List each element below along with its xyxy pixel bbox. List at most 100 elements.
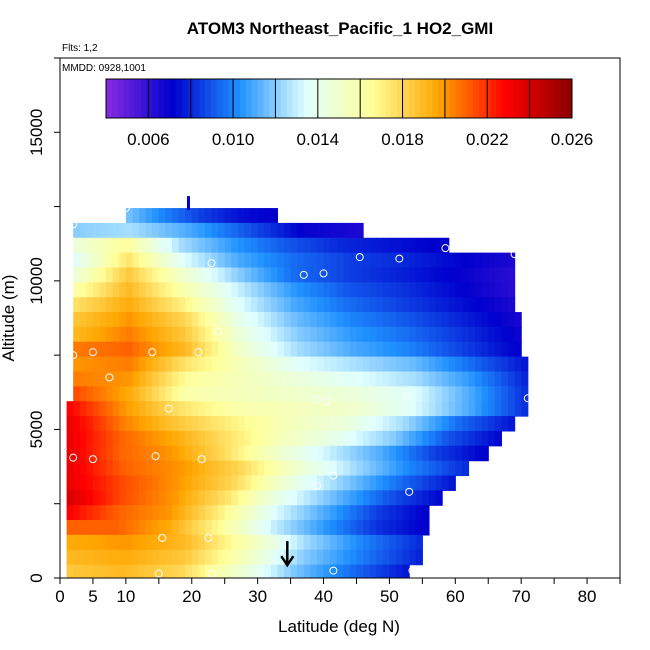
- heatmap-cell: [481, 401, 489, 417]
- observation-point: [299, 270, 308, 279]
- heatmap-cell: [119, 237, 127, 254]
- heatmap-cell: [494, 252, 503, 269]
- heatmap-cell: [145, 386, 153, 402]
- heatmap-cell: [343, 416, 351, 432]
- heatmap-cell: [132, 222, 140, 239]
- heatmap-cell: [303, 371, 311, 387]
- heatmap-cell: [343, 549, 351, 566]
- heatmap-cell: [218, 505, 226, 521]
- heatmap-cell: [422, 237, 430, 254]
- heatmap-cell: [79, 430, 87, 447]
- heatmap-cell: [284, 505, 292, 521]
- heatmap-cell: [349, 549, 358, 566]
- heatmap-cell: [251, 356, 259, 373]
- heatmap-cell: [310, 371, 318, 387]
- heatmap-cell: [316, 460, 325, 477]
- heatmap-cell: [218, 430, 226, 447]
- heatmap-cell: [191, 282, 199, 298]
- heatmap-cell: [237, 297, 246, 313]
- heatmap-cell: [428, 326, 437, 343]
- heatmap-cell: [316, 312, 325, 328]
- heatmap-cell: [363, 237, 371, 254]
- heatmap-cell: [257, 416, 265, 432]
- heatmap-cell: [112, 341, 120, 358]
- heatmap-cell: [79, 282, 87, 298]
- heatmap-cell: [119, 267, 127, 283]
- heatmap-cell: [92, 356, 101, 373]
- heatmap-cell: [73, 549, 81, 566]
- heatmap-cell: [152, 475, 160, 491]
- heatmap-cell: [145, 475, 153, 491]
- heatmap-cell: [448, 252, 456, 269]
- heatmap-cell: [172, 534, 180, 551]
- heatmap-cell: [139, 341, 147, 358]
- heatmap-cell: [251, 534, 259, 551]
- heatmap-cell: [112, 222, 120, 239]
- heatmap-cell: [369, 282, 377, 298]
- heatmap-cell: [119, 282, 127, 298]
- colorbar-swatch: [309, 79, 317, 118]
- heatmap-cell: [270, 208, 279, 224]
- heatmap-cell: [237, 534, 246, 551]
- heatmap-cell: [422, 371, 430, 387]
- heatmap-cell: [396, 341, 404, 358]
- heatmap-cell: [119, 460, 127, 477]
- heatmap-cell: [297, 401, 305, 417]
- heatmap-cell: [514, 326, 522, 343]
- heatmap-cell: [152, 445, 160, 462]
- heatmap-cell: [86, 267, 94, 283]
- heatmap-cell: [132, 430, 140, 447]
- heatmap-cell: [415, 282, 423, 298]
- heatmap-cell: [231, 282, 239, 298]
- colorbar-swatch: [554, 79, 561, 118]
- heatmap-cell: [218, 401, 226, 417]
- heatmap-cell: [198, 564, 206, 578]
- heatmap-cell: [343, 282, 351, 298]
- heatmap-cell: [257, 282, 265, 298]
- heatmap-cell: [251, 326, 259, 343]
- heatmap-cell: [376, 490, 384, 506]
- heatmap-cell: [415, 326, 423, 343]
- heatmap-cell: [277, 356, 285, 373]
- heatmap-cell: [435, 371, 443, 387]
- heatmap-cell: [257, 222, 265, 239]
- heatmap-cell: [119, 445, 127, 462]
- heatmap-cell: [204, 222, 213, 239]
- heatmap-cell: [73, 326, 81, 343]
- heatmap-cell: [284, 564, 292, 578]
- heatmap-cell: [145, 564, 153, 578]
- heatmap-cell: [382, 252, 391, 269]
- heatmap-cell: [158, 341, 167, 358]
- heatmap-cell: [448, 356, 456, 373]
- heatmap-cell: [323, 564, 331, 578]
- heatmap-cell: [224, 505, 232, 521]
- heatmap-cell: [73, 445, 81, 462]
- heatmap-cell: [316, 326, 325, 343]
- heatmap-cell: [481, 267, 489, 283]
- x-tick-label: 20: [182, 587, 201, 606]
- heatmap-cell: [468, 297, 476, 313]
- heatmap-cell: [165, 460, 173, 477]
- heatmap-cell: [428, 430, 437, 447]
- heatmap-cell: [99, 341, 107, 358]
- heatmap-cell: [152, 237, 160, 254]
- heatmap-cell: [376, 416, 384, 432]
- heatmap-cell: [435, 416, 443, 432]
- heatmap-cell: [402, 520, 410, 536]
- heatmap-cell: [310, 460, 318, 477]
- heatmap-cell: [244, 386, 252, 402]
- observation-point: [88, 348, 97, 357]
- heatmap-cell: [165, 371, 173, 387]
- heatmap-cell: [211, 564, 219, 578]
- observation-point: [69, 351, 78, 360]
- heatmap-cell: [461, 312, 470, 328]
- heatmap-cell: [468, 401, 476, 417]
- heatmap-cell: [349, 401, 358, 417]
- observation-point: [164, 404, 173, 413]
- heatmap-cell: [237, 490, 246, 506]
- heatmap-cell: [336, 237, 344, 254]
- heatmap-cell: [119, 416, 127, 432]
- heatmap-cell: [270, 490, 279, 506]
- heatmap-cell: [112, 297, 120, 313]
